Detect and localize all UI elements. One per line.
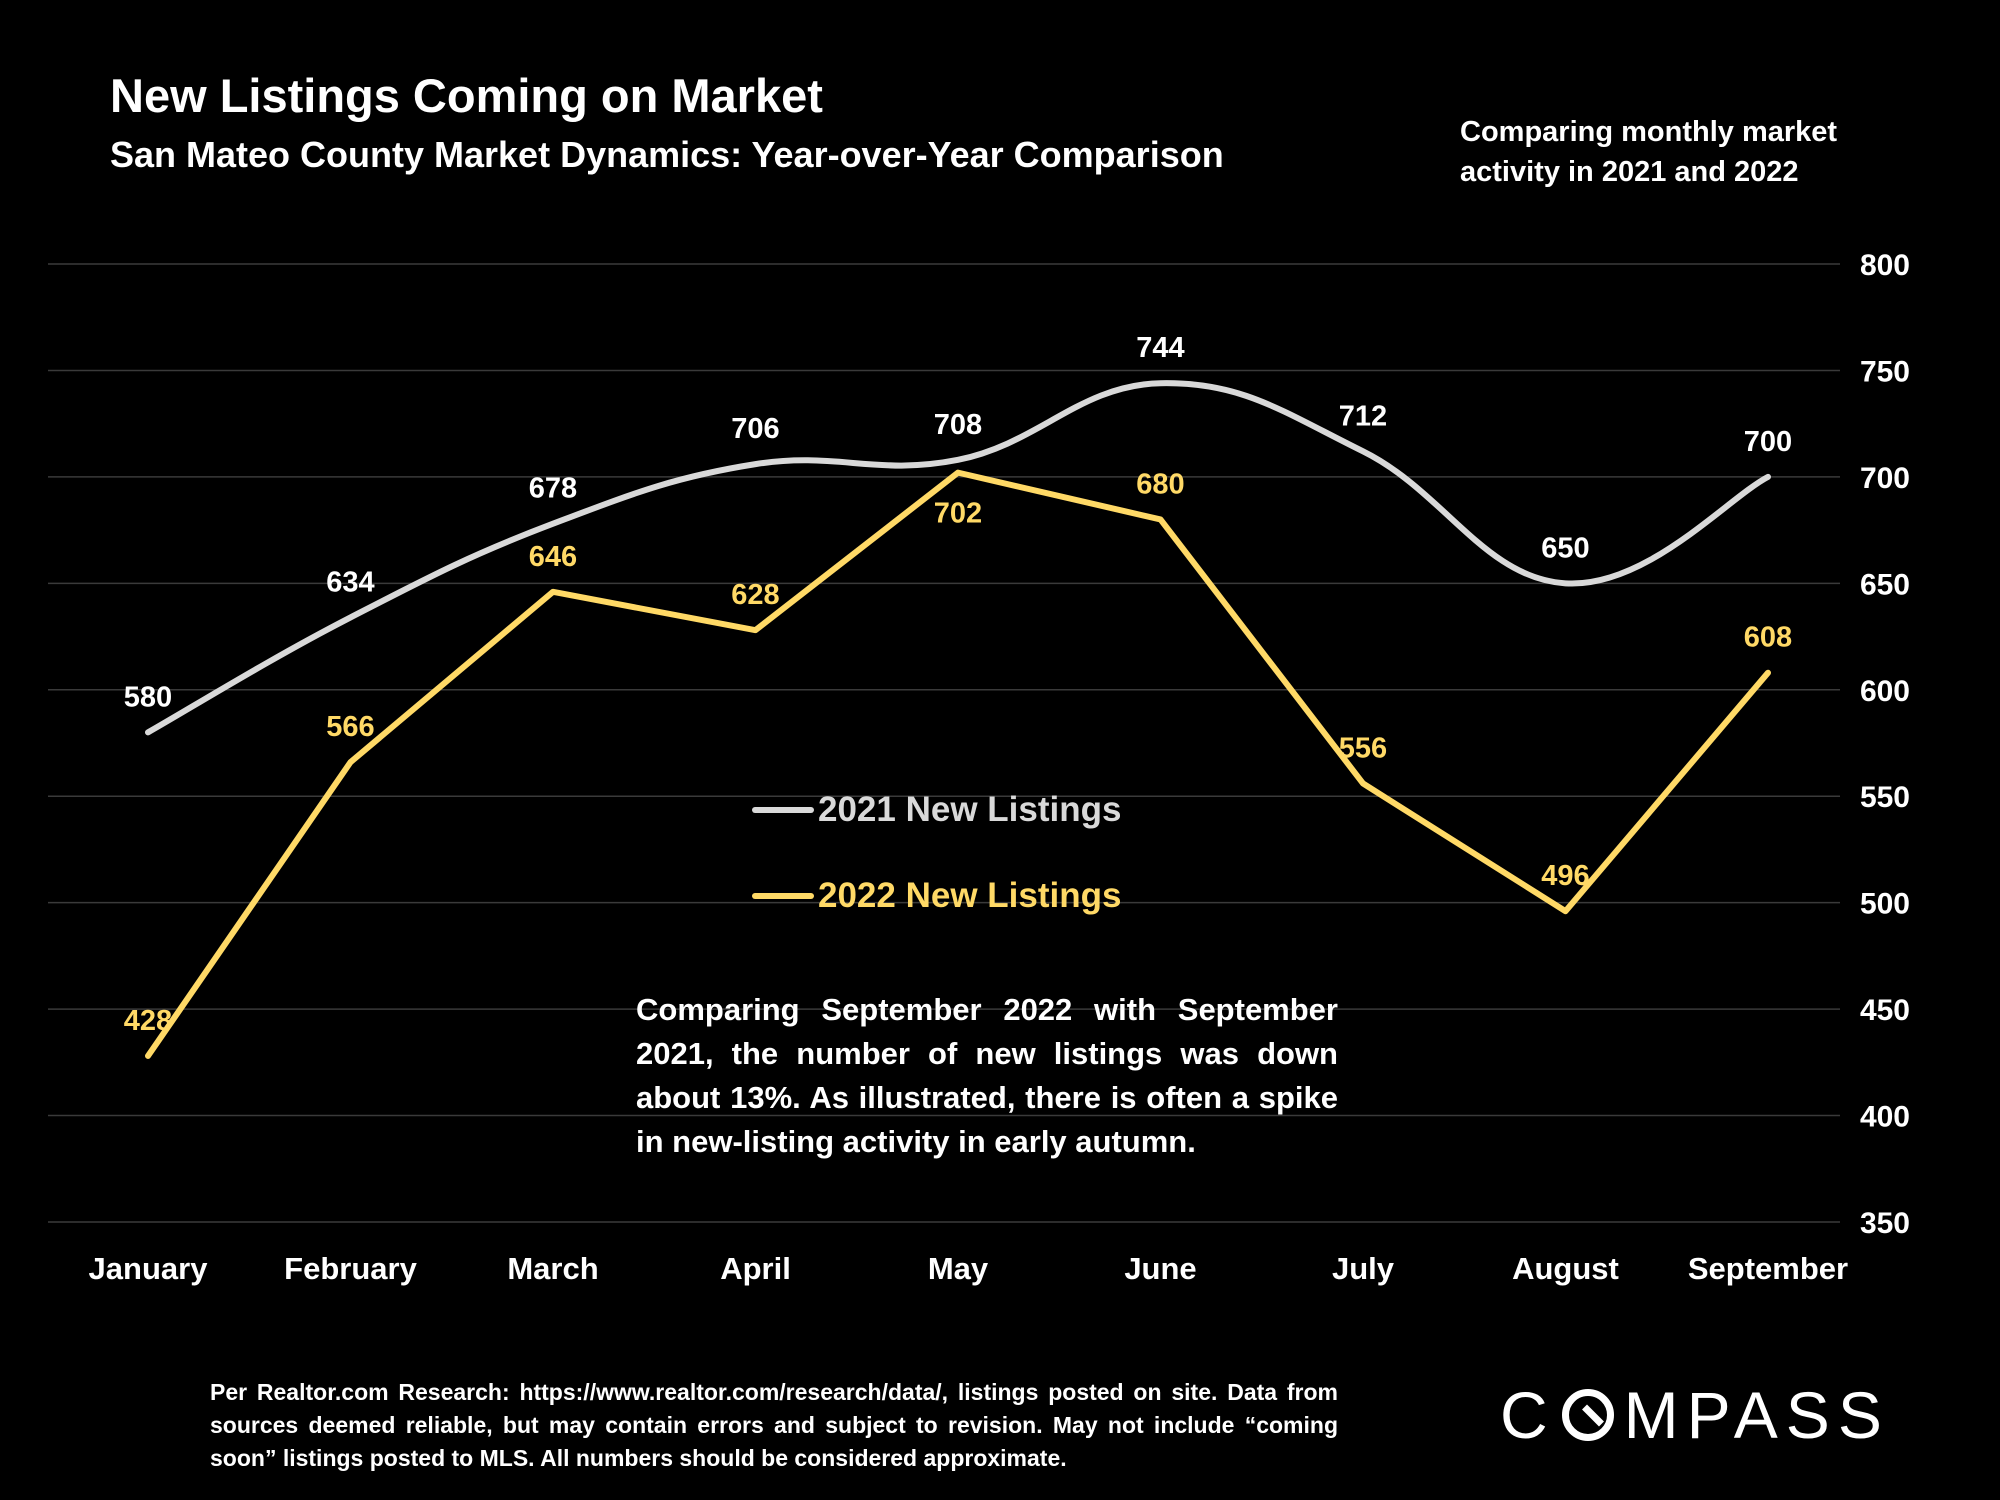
legend-label-2021: 2021 New Listings xyxy=(818,790,1122,829)
chart-title: New Listings Coming on Market xyxy=(110,69,823,122)
legend-swatch-2021 xyxy=(752,807,814,813)
y-tick-label-450: 450 xyxy=(1860,994,1910,1027)
commentary-text: Comparing September 2022 with September … xyxy=(636,992,1338,1159)
legend-label-2022: 2022 New Listings xyxy=(818,876,1122,915)
y-tick-label-600: 600 xyxy=(1860,675,1910,708)
compass-o-icon xyxy=(1561,1389,1614,1441)
legend-item-2021: 2021 New Listings xyxy=(752,790,1121,830)
y-tick-label-500: 500 xyxy=(1860,888,1910,921)
y-tick-label-800: 800 xyxy=(1860,249,1910,282)
y-tick-label-400: 400 xyxy=(1860,1101,1910,1134)
x-tick-label-may: May xyxy=(928,1251,989,1286)
x-tick-label-june: June xyxy=(1124,1251,1196,1286)
data-label-2022-7: 496 xyxy=(1541,860,1589,892)
y-tick-label-550: 550 xyxy=(1860,781,1910,814)
logo-letters-mpass: MPASS xyxy=(1623,1378,1890,1452)
data-label-2022-0: 428 xyxy=(124,1005,172,1037)
data-label-2022-3: 628 xyxy=(731,579,779,611)
series-line-1 xyxy=(145,469,1771,1059)
data-labels: 580 634 678 706 708 744 712 650 700 428 566 646 628 7… xyxy=(124,332,1792,1037)
x-tick-label-january: January xyxy=(89,1251,209,1286)
x-tick-label-february: February xyxy=(284,1251,417,1286)
y-tick-label-350: 350 xyxy=(1860,1207,1910,1240)
chart-subtitle: San Mateo County Market Dynamics: Year-o… xyxy=(110,134,1224,175)
data-label-2022-4: 702 xyxy=(934,498,982,530)
data-label-2022-2: 646 xyxy=(529,541,577,573)
series-line-0 xyxy=(145,380,1771,736)
x-tick-label-march: March xyxy=(507,1251,598,1286)
legend-item-2022: 2022 New Listings xyxy=(752,876,1121,916)
data-label-2022-8: 608 xyxy=(1744,622,1792,654)
x-axis-tick-labels: January February March April May June July Augu… xyxy=(89,1251,1849,1286)
data-label-2021-3: 706 xyxy=(731,413,779,445)
y-tick-label-650: 650 xyxy=(1860,568,1910,601)
data-label-2021-0: 580 xyxy=(124,681,172,713)
legend-swatch-2022 xyxy=(752,893,814,899)
x-tick-label-september: September xyxy=(1688,1251,1848,1286)
data-label-2021-8: 700 xyxy=(1744,426,1792,458)
data-label-2021-7: 650 xyxy=(1541,532,1589,564)
y-tick-label-700: 700 xyxy=(1860,462,1910,495)
x-tick-label-july: July xyxy=(1332,1251,1395,1286)
gridlines xyxy=(48,263,1840,1223)
x-tick-label-august: August xyxy=(1512,1251,1619,1286)
y-axis-tick-labels: 350 400 450 500 550 600 650 700 750 800 xyxy=(1860,249,1910,1240)
logo-letter-c: C xyxy=(1500,1378,1556,1452)
data-label-2021-6: 712 xyxy=(1339,400,1387,432)
data-label-2021-4: 708 xyxy=(934,409,982,441)
x-tick-label-april: April xyxy=(720,1251,791,1286)
compass-logo: C MPASS xyxy=(1500,1375,1920,1455)
source-footnote: Per Realtor.com Research: https://www.re… xyxy=(210,1379,1338,1471)
y-tick-label-750: 750 xyxy=(1860,355,1910,388)
side-note: Comparing monthly market activity in 202… xyxy=(1460,116,1838,188)
data-label-2021-1: 634 xyxy=(326,566,374,598)
data-label-2021-2: 678 xyxy=(529,473,577,505)
data-label-2022-5: 680 xyxy=(1136,468,1184,500)
series-lines xyxy=(145,380,1771,1059)
data-label-2022-6: 556 xyxy=(1339,732,1387,764)
data-label-2021-5: 744 xyxy=(1136,332,1184,364)
data-label-2022-1: 566 xyxy=(326,711,374,743)
